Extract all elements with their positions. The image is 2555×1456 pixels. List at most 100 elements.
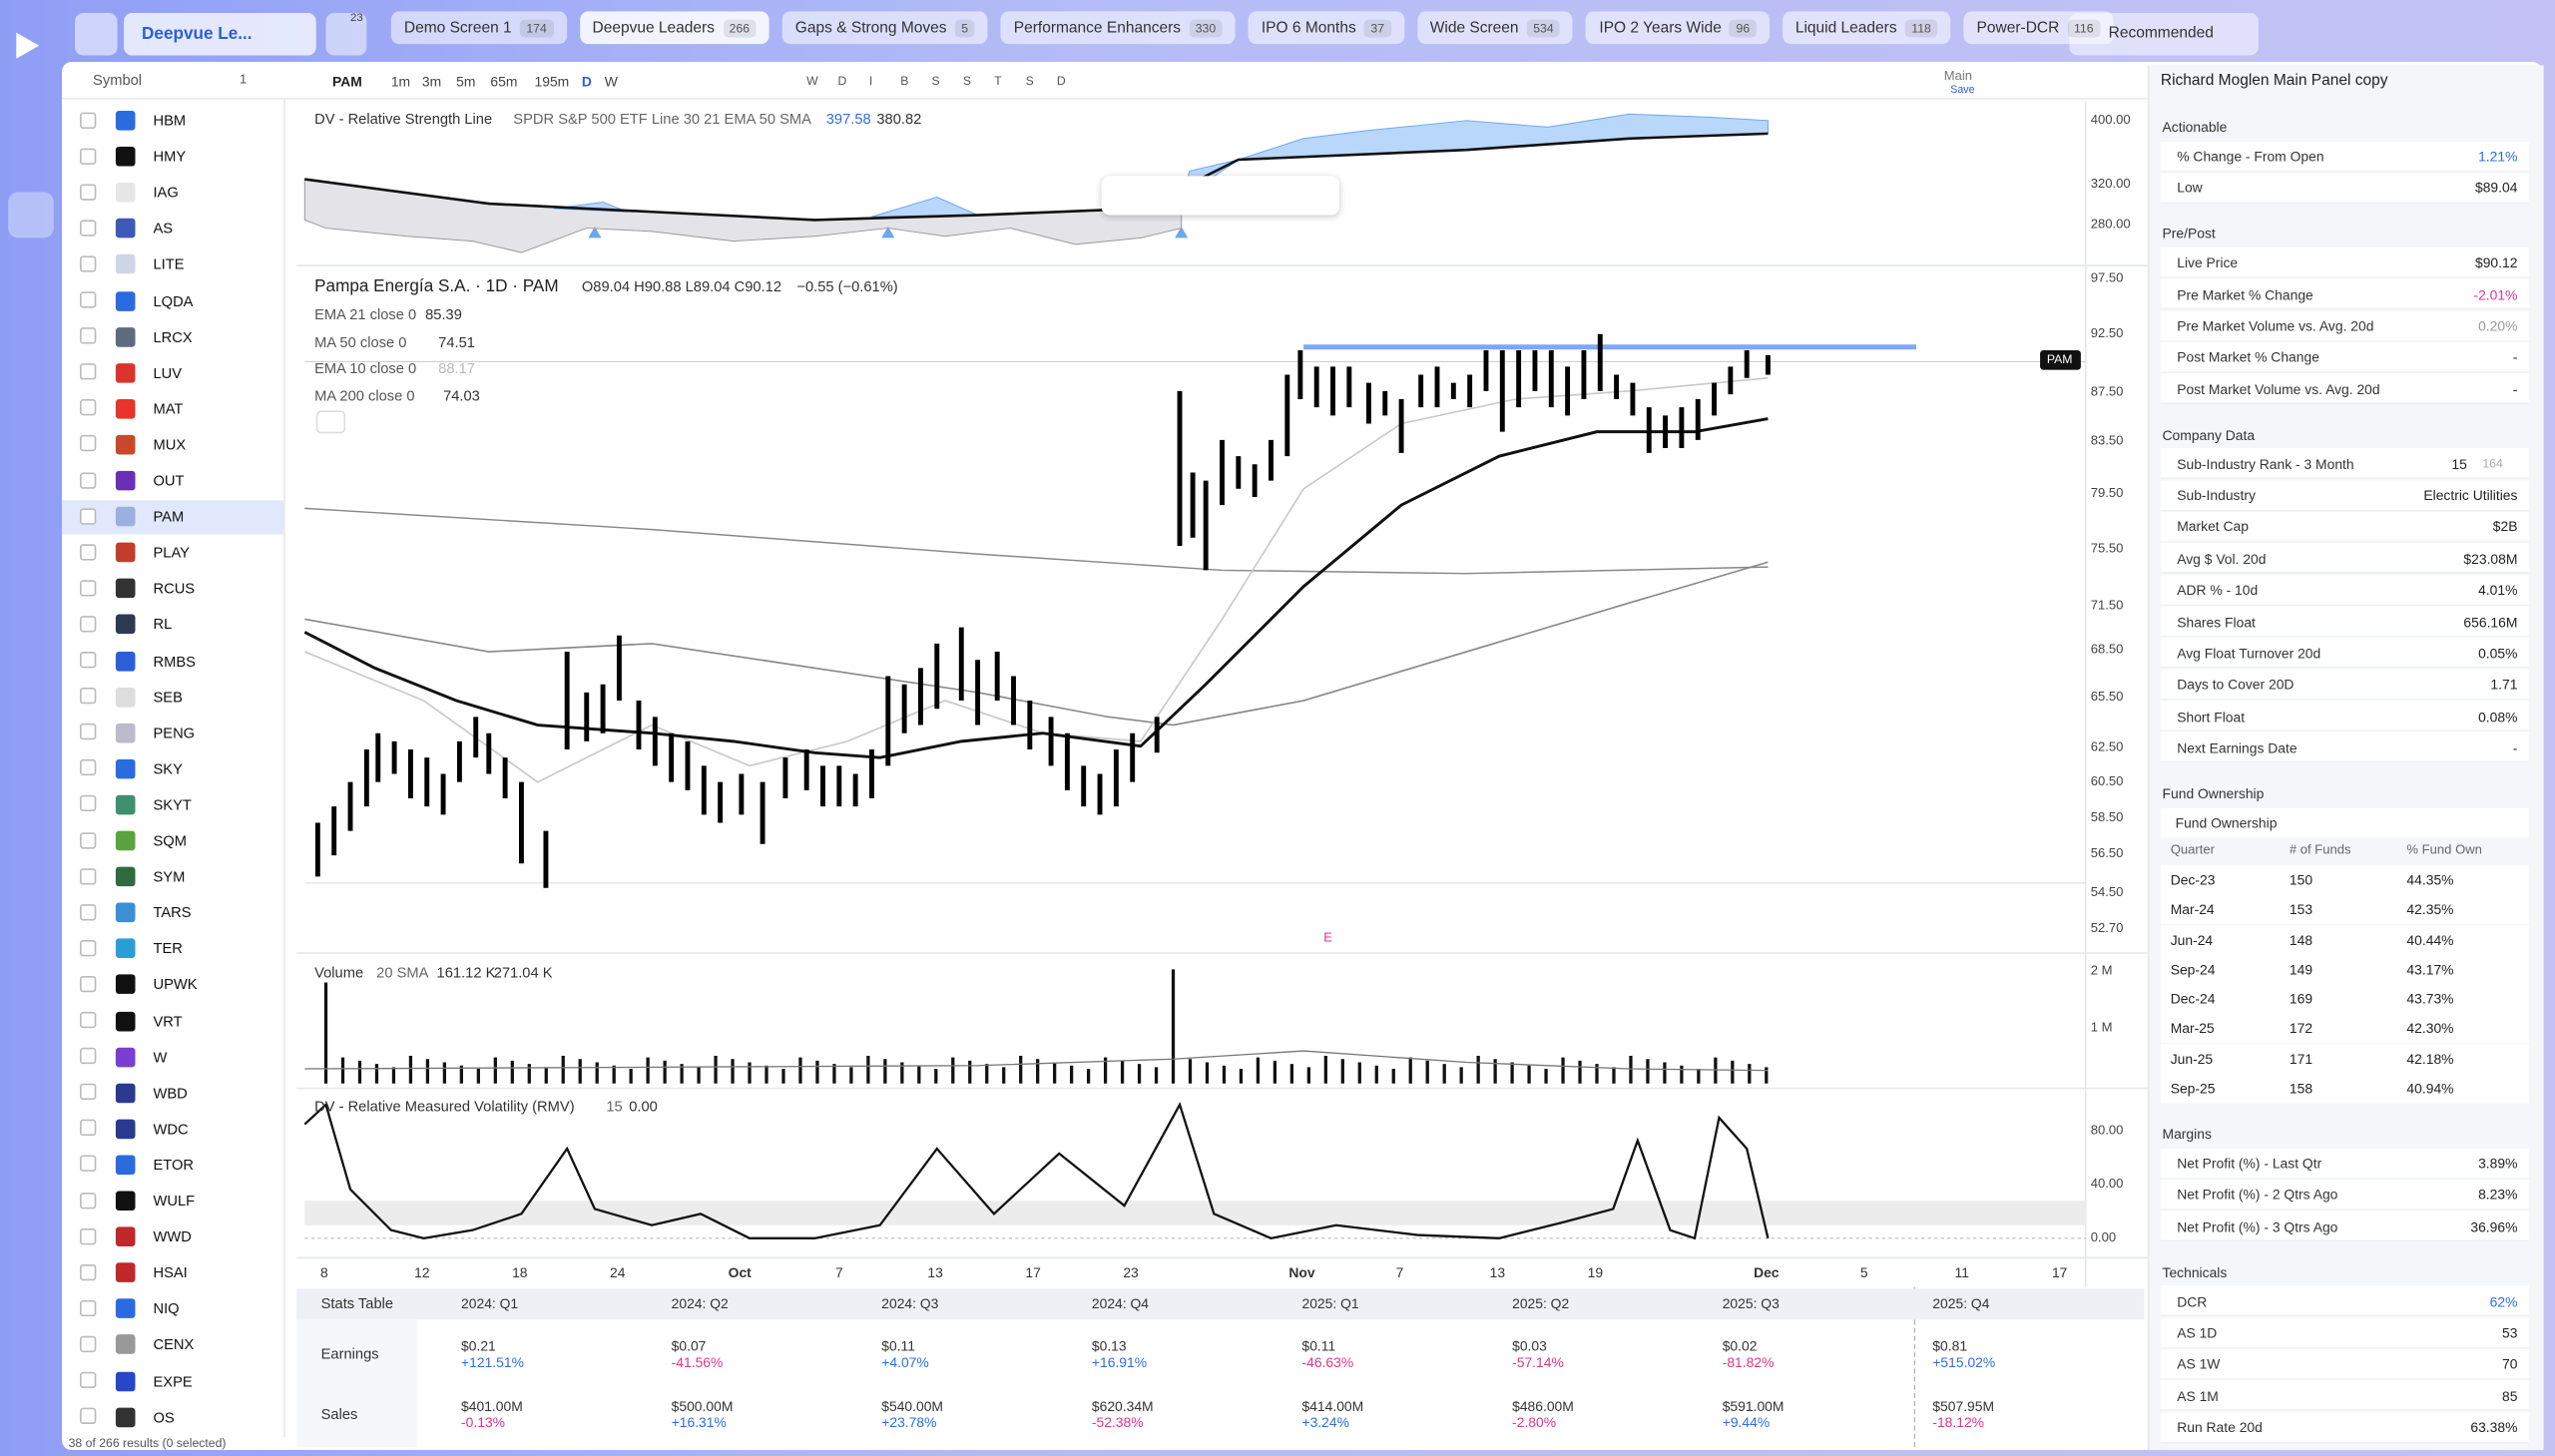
selected-row <box>62 500 284 535</box>
symbol[interactable]: LITE <box>153 255 185 273</box>
symbol[interactable]: AS <box>153 220 174 238</box>
range[interactable]: D <box>837 73 847 89</box>
symbol[interactable]: IAG <box>153 184 179 202</box>
quarter-header: 2024: Q2 <box>671 1294 729 1312</box>
column-header: % Fund Own <box>2406 841 2482 857</box>
x-tick-label: 17 <box>1025 1263 1041 1281</box>
row-checkbox <box>80 183 97 201</box>
symbol[interactable]: SKY <box>153 760 183 777</box>
stats-change: -52.38% <box>1091 1414 1144 1431</box>
filter-button[interactable] <box>325 13 367 56</box>
watchlist-name[interactable]: Deepvue Le... <box>142 24 253 45</box>
symbol[interactable]: SQM <box>153 832 187 849</box>
range[interactable]: S <box>962 73 972 89</box>
layout-save[interactable]: Save <box>1950 84 1975 97</box>
symbol[interactable]: RL <box>153 616 173 634</box>
tab[interactable]: IPO 6 Months 37 <box>1248 11 1404 45</box>
tab[interactable]: Deepvue Leaders 266 <box>579 11 769 45</box>
interval[interactable]: 3m <box>421 73 442 90</box>
symbol[interactable]: CENX <box>153 1336 195 1353</box>
interval[interactable]: 65m <box>490 73 518 90</box>
volume-title: Volume <box>314 964 364 981</box>
symbol[interactable]: HBM <box>153 112 187 129</box>
range[interactable]: T <box>994 73 1002 89</box>
symbol[interactable]: OS <box>153 1408 175 1425</box>
symbol-logo <box>115 758 136 779</box>
toolbar-strip <box>62 65 2148 100</box>
interval[interactable]: 5m <box>456 73 476 90</box>
symbol[interactable]: MAT <box>153 400 184 417</box>
row-value: 63.38% <box>2470 1419 2518 1436</box>
symbol[interactable]: OUT <box>153 472 185 489</box>
drawing-toolbar[interactable] <box>1101 176 1340 216</box>
range[interactable]: S <box>931 73 940 89</box>
symbol[interactable]: SKYT <box>153 796 192 813</box>
tab[interactable]: Wide Screen 534 <box>1416 11 1574 45</box>
range[interactable]: S <box>1025 73 1034 89</box>
symbol[interactable]: ETOR <box>153 1157 195 1174</box>
tab[interactable]: IPO 2 Years Wide 96 <box>1586 11 1770 45</box>
symbol[interactable]: EXPE <box>153 1372 193 1389</box>
stats-value: $0.07 <box>671 1337 707 1354</box>
range[interactable]: W <box>806 73 818 89</box>
search-button[interactable] <box>75 13 118 56</box>
interval[interactable]: D <box>581 73 592 90</box>
symbol[interactable]: UPWK <box>153 976 198 993</box>
symbol[interactable]: WWD <box>153 1228 192 1245</box>
y-tick-label: 62.50 <box>2090 739 2124 754</box>
collapse-button[interactable] <box>315 410 346 434</box>
watchlist-dropdown[interactable] <box>124 13 316 56</box>
tab-count: 534 <box>1526 18 1561 37</box>
stats-change: +121.51% <box>461 1353 524 1371</box>
symbol[interactable]: VRT <box>153 1012 183 1030</box>
symbol[interactable]: WBD <box>153 1084 188 1102</box>
symbol[interactable]: W <box>153 1048 168 1066</box>
row-label: Pre Market % Change <box>2177 285 2313 303</box>
symbol[interactable]: SEB <box>153 688 183 706</box>
symbol[interactable]: LQDA <box>153 292 194 309</box>
tab[interactable]: Power-DCR 116 <box>1963 11 2114 45</box>
range[interactable]: I <box>868 73 873 89</box>
symbol[interactable]: LRCX <box>153 328 193 345</box>
symbol[interactable]: WULF <box>153 1193 196 1210</box>
symbol[interactable]: PAM <box>153 508 185 525</box>
symbol[interactable]: PLAY <box>153 544 190 561</box>
row-value: $90.12 <box>2475 254 2518 271</box>
tab[interactable]: Gaps & Strong Moves 5 <box>781 11 988 45</box>
panel-row <box>2160 448 2529 480</box>
interval[interactable]: 1m <box>390 73 411 90</box>
symbol[interactable]: NIQ <box>153 1300 180 1317</box>
range[interactable]: D <box>1056 73 1066 89</box>
symbol[interactable]: HSAI <box>153 1264 188 1281</box>
symbol[interactable]: LUV <box>153 364 183 381</box>
symbol[interactable]: SYM <box>153 868 186 885</box>
symbol-logo <box>115 579 136 599</box>
row-checkbox <box>80 220 97 237</box>
y-tick-label: 60.50 <box>2090 773 2124 789</box>
symbol[interactable]: TER <box>153 940 183 957</box>
stats-change: +4.07% <box>881 1353 929 1371</box>
x-tick-label: 18 <box>512 1263 528 1281</box>
nav-active[interactable] <box>8 192 54 239</box>
tab[interactable]: Demo Screen 1 174 <box>390 11 567 45</box>
symbol[interactable]: MUX <box>153 436 187 453</box>
tab[interactable]: Performance Enhancers 330 <box>1000 11 1236 45</box>
symbol[interactable]: PENG <box>153 725 196 741</box>
x-tick-label: 23 <box>1123 1263 1139 1281</box>
symbol[interactable]: TARS <box>153 904 192 921</box>
range[interactable]: B <box>900 73 909 89</box>
interval[interactable]: 195m <box>534 73 570 90</box>
symbol[interactable]: HMY <box>153 148 187 166</box>
y-tick-label: 40.00 <box>2090 1176 2124 1192</box>
interval[interactable]: W <box>604 73 618 90</box>
stats-value: $0.81 <box>1932 1337 1968 1354</box>
sort-label[interactable]: Recommended <box>2108 24 2214 43</box>
ma200-line <box>304 507 1769 575</box>
symbol[interactable]: WDC <box>153 1120 189 1138</box>
symbol[interactable]: RCUS <box>153 580 196 598</box>
row-label: AS 1D <box>2177 1324 2218 1341</box>
tab[interactable]: Liquid Leaders 118 <box>1782 11 1951 45</box>
stats-change: -81.82% <box>1722 1353 1775 1371</box>
symbol[interactable]: RMBS <box>153 652 196 670</box>
watchlist-header: Symbol <box>93 71 143 89</box>
